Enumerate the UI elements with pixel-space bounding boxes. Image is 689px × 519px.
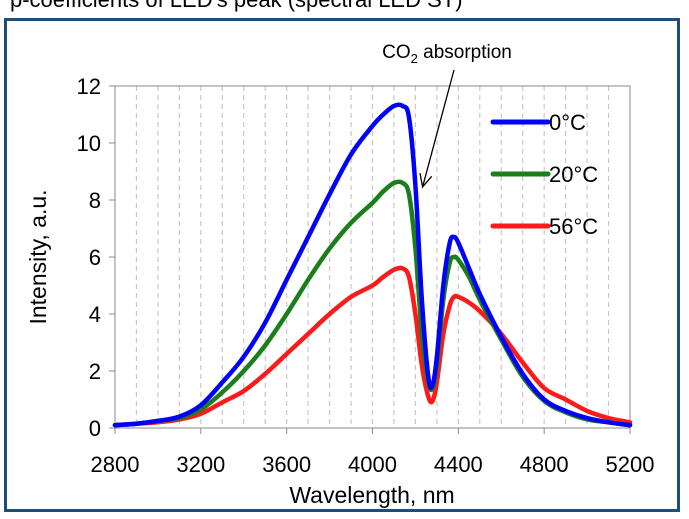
chart-caption: p-coefficients of LED's peak (spectral L…	[10, 0, 689, 13]
y-tick-label: 10	[77, 131, 101, 156]
legend-label: 0°C	[549, 110, 586, 135]
x-tick-label: 2800	[91, 452, 140, 477]
x-tick-label: 4400	[434, 452, 483, 477]
series-layer	[112, 102, 633, 428]
y-tick-label: 0	[89, 416, 101, 441]
series-line-0CC	[112, 102, 633, 428]
y-tick-label: 8	[89, 188, 101, 213]
y-tick-label: 4	[89, 302, 101, 327]
legend-label: 20°C	[549, 162, 598, 187]
x-tick-label: 3600	[262, 452, 311, 477]
y-tick-label: 2	[89, 359, 101, 384]
y-tick-label: 12	[77, 74, 101, 99]
x-tick-label: 3200	[176, 452, 225, 477]
x-axis-label: Wavelength, nm	[289, 482, 454, 508]
legend-label: 56°C	[549, 214, 598, 239]
grid-layer	[135, 86, 610, 428]
chart-frame	[4, 18, 680, 512]
axes-layer: 0 2 4 6 8 10 12 2800 3200 3600 4000 4400 4800 5200	[77, 74, 655, 477]
annotation-arrow-head	[419, 173, 433, 189]
y-tick-label: 6	[89, 245, 101, 270]
annotation-label: CO2 absorption	[382, 42, 512, 66]
series-line-56CC	[112, 265, 633, 428]
legend: 0°C 20°C 56°C	[490, 110, 598, 239]
x-tick-label: 4800	[520, 452, 569, 477]
annotation-arrow-shaft	[421, 69, 455, 188]
y-axis-label: Intensity, a.u.	[25, 189, 51, 324]
x-tick-label: 4000	[348, 452, 397, 477]
x-tick-label: 5200	[606, 452, 655, 477]
annotation: CO2 absorption	[382, 42, 512, 189]
